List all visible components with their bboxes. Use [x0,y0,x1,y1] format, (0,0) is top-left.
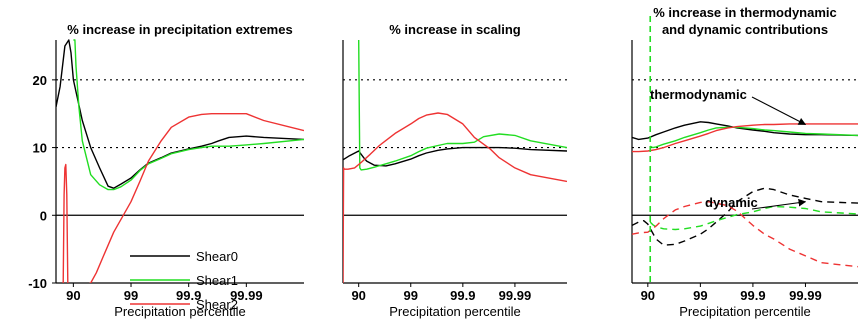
x-tick-label: 90 [641,288,655,303]
x-tick-label: 99.9 [176,288,201,303]
series-line-shear0-thermodynamic [632,121,858,141]
series-line-shear2 [343,112,567,283]
series-line-shear1 [73,39,304,191]
series-line-shear1-dynamic [649,205,858,231]
x-axis-label: Precipitation percentile [389,304,521,319]
panel-series-group [56,39,304,283]
x-tick-label: 99.99 [789,288,822,303]
y-tick-label: -10 [28,276,47,291]
panel-title: % increase in thermodynamic [653,5,837,20]
y-tick-label: 10 [33,141,47,156]
legend-label-shear0: Shear0 [196,249,238,264]
x-tick-label: 99.9 [450,288,475,303]
annotation-dynamic: dynamic [705,195,758,210]
x-tick-label: 90 [351,288,365,303]
panel-1: % increase in precipitation extremes -10 0… [28,22,304,319]
series-line-shear1 [358,39,567,171]
annotation-arrow [751,198,807,210]
panel-series-group [343,39,567,283]
panel-title: % increase in scaling [389,22,521,37]
series-line-shear2-thermodynamic [632,123,858,153]
legend-label-shear2: Shear2 [196,297,238,312]
legend-label-shear1: Shear1 [196,273,238,288]
x-tick-label: 99.99 [499,288,532,303]
panel-2: % increase in scaling 90 99 99.9 99.99Precip… [342,22,567,319]
x-axis-label: Precipitation percentile [114,304,246,319]
x-tick-label: 99 [124,288,138,303]
annotation-arrow [751,96,807,126]
series-line-shear0 [56,39,304,189]
series-line-shear0 [343,146,567,167]
series-line-shear2-dynamic [632,201,858,268]
panel-title: % increase in precipitation extremes [67,22,292,37]
panel-series-group [632,121,858,268]
x-tick-label: 90 [66,288,80,303]
series-line-shear1-thermodynamic [649,126,858,149]
panel-3: % increase in thermodynamic and dynamic c… [631,5,858,319]
y-tick-label: 20 [33,73,47,88]
x-tick-label: 99.99 [230,288,263,303]
series-line-shear2 [62,113,304,283]
x-tick-label: 99 [404,288,418,303]
x-tick-label: 99.9 [740,288,765,303]
panel-subtitle: and dynamic contributions [662,22,828,37]
x-axis-label: Precipitation percentile [679,304,811,319]
y-tick-label: 0 [40,208,47,223]
x-tick-label: 99 [693,288,707,303]
annotation-thermodynamic: thermodynamic [650,87,747,102]
series-line-shear0-dynamic [632,187,858,246]
